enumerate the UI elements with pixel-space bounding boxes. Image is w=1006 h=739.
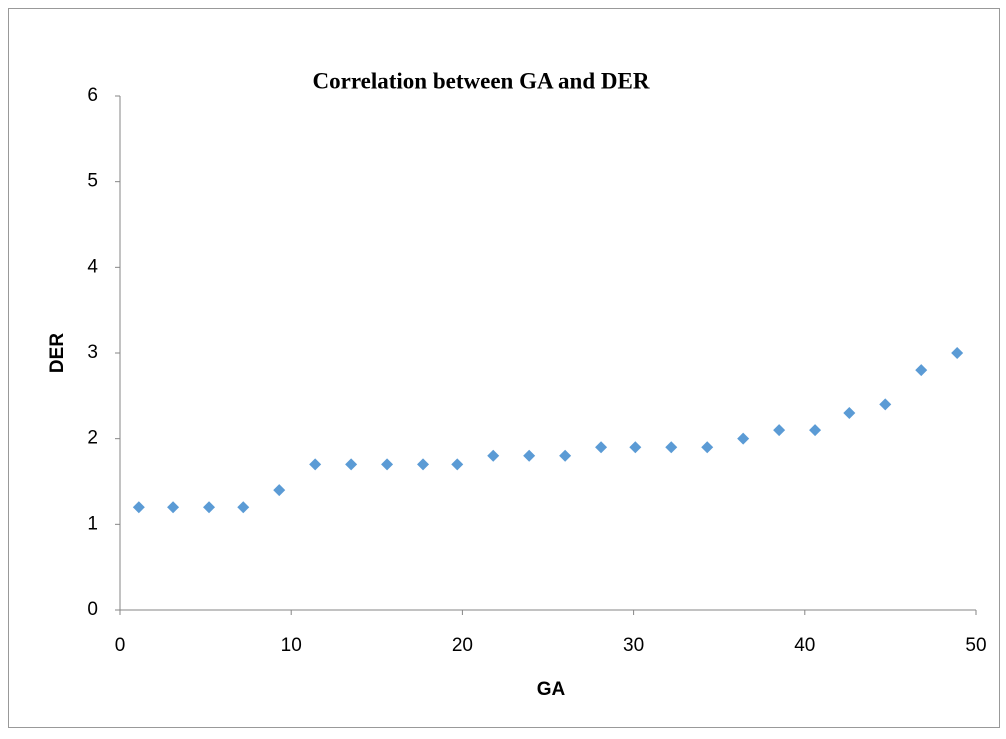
data-point	[309, 458, 322, 471]
chart-border	[8, 8, 1000, 728]
data-point	[523, 449, 536, 462]
data-point	[701, 441, 714, 454]
data-point	[773, 424, 786, 437]
data-point	[559, 449, 572, 462]
x-tick-label: 30	[623, 635, 644, 656]
data-point	[203, 501, 216, 514]
y-tick-label: 4	[87, 256, 98, 277]
y-tick-label: 3	[87, 342, 98, 363]
data-point	[629, 441, 642, 454]
y-tick-label: 5	[87, 171, 98, 192]
y-tick-label: 6	[87, 85, 98, 106]
x-tick-label: 50	[965, 635, 986, 656]
data-point	[381, 458, 394, 471]
y-tick-label: 1	[87, 513, 98, 534]
data-point	[417, 458, 430, 471]
data-point	[132, 501, 145, 514]
data-point	[451, 458, 464, 471]
data-point	[737, 432, 750, 445]
chart-title: Correlation between GA and DER	[313, 68, 650, 93]
data-point	[237, 501, 250, 514]
data-point	[665, 441, 678, 454]
x-axis-label: GA	[537, 679, 566, 700]
data-point	[487, 449, 500, 462]
x-tick-label: 20	[452, 635, 473, 656]
data-point	[915, 364, 928, 377]
x-tick-label: 10	[281, 635, 302, 656]
data-point	[879, 398, 892, 411]
data-point	[595, 441, 608, 454]
y-tick-label: 2	[87, 428, 98, 449]
y-axis-label: DER	[47, 333, 68, 373]
data-point	[843, 406, 856, 419]
data-point	[167, 501, 180, 514]
data-point	[345, 458, 358, 471]
data-point	[273, 484, 286, 497]
y-tick-label: 0	[87, 599, 98, 620]
x-tick-label: 40	[794, 635, 815, 656]
x-tick-label: 0	[115, 635, 126, 656]
data-point	[809, 424, 822, 437]
data-point	[951, 347, 964, 359]
